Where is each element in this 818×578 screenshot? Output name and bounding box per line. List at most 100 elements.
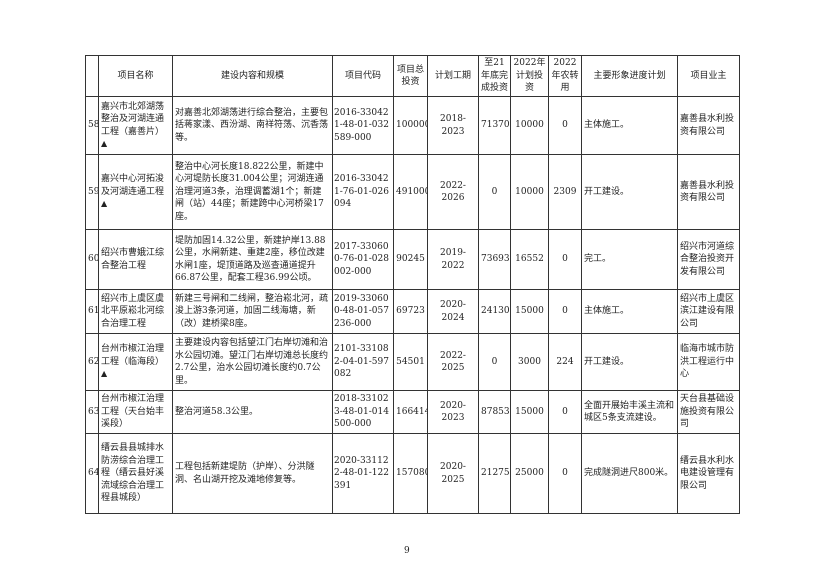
cell-text: 21275 [481,468,510,479]
cell-text: 缙云县水利水电建设管理有限公司 [680,455,735,491]
cell-text: 临海市城市防洪工程运行中心 [680,344,735,380]
cell-text: 嘉善县水利投资有限公司 [680,114,735,137]
cell-text: 166414 [396,406,428,417]
cell-owner: 绍兴市上虞区滨江建设有限公司 [677,289,740,334]
cell-done: 0 [478,154,511,230]
column-header: 2022年农转用 [548,55,582,97]
cell-text: 绍兴市河道综合整治投资开发有限公司 [680,241,735,277]
cell-period: 2019-2022 [427,229,479,290]
cell-text: 15000 [515,306,544,317]
column-header [85,55,99,97]
column-header: 2022年计划投资 [510,55,549,97]
cell-text: 100000 [396,120,428,131]
cell-name: 绍兴市上虞区虞北平原崧北河综合治理工程 [98,289,173,334]
cell-content: 工程包括新建堤防（护岸）、分洪隧洞、名山湖开挖及滩地修复等。 [172,433,333,514]
cell-text: 缙云县县城排水防涝综合治理工程（缙云县好溪流域综合治理工程县城段） [101,443,165,504]
cell-text: 61 [88,306,99,317]
cell-owner: 临海市城市防洪工程运行中心 [677,333,740,391]
cell-text: 87853 [481,406,510,417]
cell-done: 71370 [478,96,511,155]
cell-done: 0 [478,333,511,391]
cell-text: 0 [491,356,498,367]
cell-total: 491000 [393,154,428,230]
cell-land: 0 [548,433,582,514]
cell-text: 59 [88,186,99,197]
table-row: 59 嘉兴中心河拓浚及河湖连通工程 ▲ 整治中心河长度18.822公里，新建中心河堤防… [85,154,740,230]
table-row: 63 台州市椒江治理工程（天台始丰溪段） 整治河道58.3公里。 2018-33102… [85,390,740,434]
table-row: 60 绍兴市曹娥江综合整治工程 堤防加固14.32公里，新建护岸13.88公里，水闸… [85,229,740,290]
cell-land: 0 [548,390,582,434]
cell-period: 2020-2024 [427,289,479,334]
cell-code: 2016-330421-76-01-026094 [332,154,394,230]
cell-done: 21275 [478,433,511,514]
cell-no: 60 [85,229,99,290]
cell-total: 157080 [393,433,428,514]
cell-progress: 主体施工。 [581,289,678,334]
cell-text: 0 [491,186,498,197]
cell-text: 完工。 [584,254,612,265]
cell-text: 2022-2025 [440,350,466,374]
cell-content: 整治中心河长度18.822公里，新建中心河堤防长度31.004公里；河湖连通治理… [172,154,333,230]
cell-text: 62 [88,356,99,367]
column-header: 项目业主 [677,55,740,97]
cell-period: 2020-2025 [427,433,479,514]
cell-plan: 15000 [510,289,549,334]
cell-plan: 3000 [510,333,549,391]
cell-progress: 开工建设。 [581,333,678,391]
cell-progress: 全面开展始丰溪主流和城区5条支流建设。 [581,390,678,434]
cell-land: 0 [548,229,582,290]
cell-text: 嘉兴中心河拓浚及河湖连通工程 [101,174,165,197]
table-row: 64 缙云县县城排水防涝综合治理工程（缙云县好溪流域综合治理工程县城段） 工程包括新… [85,433,740,514]
cell-text: 主体施工。 [584,120,630,131]
column-header: 主要形象进度计划 [581,55,678,97]
cell-done: 73693 [478,229,511,290]
cell-text: 2020-2025 [440,462,466,485]
cell-text: 90245 [396,254,425,265]
cell-name: 台州市椒江治理工程（临海段） ▲ [98,333,173,391]
cell-owner: 嘉善县水利投资有限公司 [677,96,740,155]
cell-total: 166414 [393,390,428,434]
cell-text: 2016-330421-48-01-032589-000 [334,107,389,143]
cell-total: 69723 [393,289,428,334]
cell-progress: 开工建设。 [581,154,678,230]
cell-code: 2020-331122-48-01-122391 [332,433,394,514]
cell-content: 主要建设内容包括望江门右岸切滩和治水公园切滩。望江门右岸切滩总长度约2.7公里，… [172,333,333,391]
cell-text: 对嘉善北郊湖荡进行综合整治，主要包括蒋家漾、西汾湖、南祥符荡、沉香荡等。 [175,107,329,143]
cell-text: 绍兴市上虞区滨江建设有限公司 [680,293,735,329]
column-header: 项目代码 [332,55,394,97]
cell-text: 71370 [481,120,510,131]
column-header: 项目名称 [98,55,173,97]
cell-text: 25000 [515,468,544,479]
cell-no: 59 [85,154,99,230]
cell-land: 2309 [548,154,582,230]
cell-text: 3000 [518,356,541,367]
cell-text: 157080 [396,468,428,479]
cell-progress: 完工。 [581,229,678,290]
cell-name: 绍兴市曹娥江综合整治工程 [98,229,173,290]
cell-text: 主体施工。 [584,306,630,317]
cell-owner: 绍兴市河道综合整治投资开发有限公司 [677,229,740,290]
cell-text: 0 [562,306,568,317]
triangle-mark-icon: ▲ [101,199,108,209]
cell-content: 对嘉善北郊湖荡进行综合整治，主要包括蒋家漾、西汾湖、南祥符荡、沉香荡等。 [172,96,333,155]
cell-text: 2018-2023 [440,114,466,137]
cell-text: 2016-330421-76-01-026094 [334,174,389,210]
cell-total: 54501 [393,333,428,391]
cell-text: 2020-2024 [440,300,466,323]
page-number: 9 [404,546,410,556]
cell-text: 54501 [396,356,425,367]
cell-content: 堤防加固14.32公里，新建护岸13.88公里，水闸新建、重建2座，移位改建水闸… [172,229,333,290]
cell-text: 开工建设。 [584,186,630,197]
cell-text: 2020-331122-48-01-122391 [334,455,389,491]
cell-text: 台州市椒江治理工程（天台始丰溪段） [101,394,165,430]
column-header: 建设内容和规模 [172,55,333,97]
cell-text: 2017-330600-76-01-028002-000 [334,241,389,277]
cell-done: 87853 [478,390,511,434]
cell-text: 天台县基础设施投资有限公司 [680,394,735,430]
cell-period: 2018-2023 [427,96,479,155]
cell-text: 2018-331023-48-01-014500-000 [334,394,389,430]
cell-land: 224 [548,333,582,391]
cell-no: 58 [85,96,99,155]
column-header: 项目总投资 [393,55,428,97]
